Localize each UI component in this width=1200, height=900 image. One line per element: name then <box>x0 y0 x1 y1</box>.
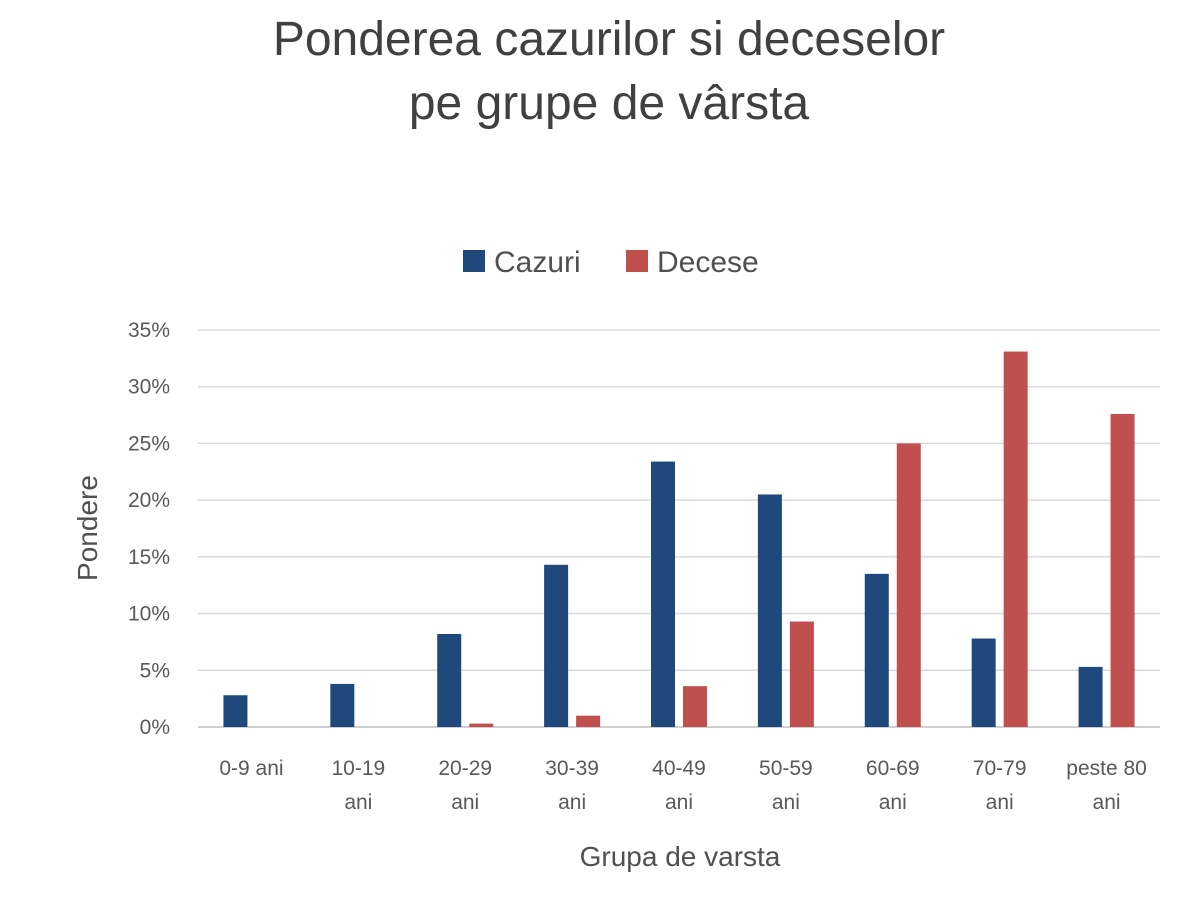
x-category-label: 50-59 <box>759 757 813 780</box>
x-category-label: 60-69 <box>866 757 920 780</box>
x-category-label: 10-19 <box>331 757 385 780</box>
bar-cazuri <box>651 461 675 727</box>
y-tick-label: 25% <box>128 432 170 455</box>
x-category-label: 20-29 <box>438 757 492 780</box>
y-tick-label: 5% <box>140 659 170 682</box>
y-tick-label: 20% <box>128 489 170 512</box>
x-axis-title: Grupa de varsta <box>580 841 781 872</box>
bar-cazuri <box>864 573 889 727</box>
bar-cazuri <box>971 638 996 727</box>
y-tick-label: 15% <box>128 546 170 569</box>
bar-cazuri <box>757 494 782 727</box>
chart-title-line-1: Ponderea cazurilor si deceselor <box>272 13 946 66</box>
bar-decese <box>469 723 494 727</box>
bar-decese <box>683 686 707 727</box>
legend: Cazuri Decese <box>463 246 759 279</box>
bar-decese <box>1003 351 1028 727</box>
bar-decese <box>576 715 601 727</box>
y-axis-ticks: 0% 5% 10% 15% 20% 25% 30% 35% <box>128 319 170 739</box>
bar-decese <box>789 621 814 727</box>
y-tick-label: 30% <box>128 376 170 399</box>
x-category-label: ani <box>451 791 479 814</box>
bar-cazuri <box>330 683 355 727</box>
legend-label-decese: Decese <box>657 246 759 279</box>
bar-cazuri <box>1078 666 1103 727</box>
x-category-label: ani <box>558 791 586 814</box>
x-category-label: ani <box>879 791 907 814</box>
x-category-label: 30-39 <box>545 757 599 780</box>
bar-cazuri <box>223 695 248 727</box>
bars <box>223 351 1135 727</box>
x-category-label: ani <box>344 791 372 814</box>
gridlines <box>198 329 1160 728</box>
y-tick-label: 0% <box>140 716 170 739</box>
legend-swatch-decese <box>626 250 648 272</box>
bar-decese <box>1110 413 1135 727</box>
x-category-label: peste 80 <box>1066 757 1147 780</box>
legend-swatch-cazuri <box>463 250 485 272</box>
bar-cazuri <box>437 633 462 727</box>
y-tick-label: 10% <box>128 603 170 626</box>
chart-title-line-2: pe grupe de vârsta <box>408 77 810 130</box>
x-category-label: ani <box>772 791 800 814</box>
bar-cazuri <box>544 564 569 727</box>
y-axis-title: Pondere <box>72 475 103 581</box>
x-category-label: ani <box>986 791 1014 814</box>
bar-decese <box>896 443 921 727</box>
x-category-label: ani <box>665 791 693 814</box>
x-category-label: ani <box>1093 791 1121 814</box>
x-axis-categories: 0-9 ani 10-19 ani 20-29 ani 30-39 ani 40-49 ani 5… <box>219 757 1147 814</box>
x-category-label: 40-49 <box>652 757 706 780</box>
legend-label-cazuri: Cazuri <box>494 246 581 279</box>
x-category-label: 0-9 ani <box>219 757 283 780</box>
x-category-label: 70-79 <box>973 757 1027 780</box>
y-tick-label: 35% <box>128 319 170 342</box>
chart-title: Ponderea cazurilor si deceselor pe grupe… <box>0 8 1200 136</box>
